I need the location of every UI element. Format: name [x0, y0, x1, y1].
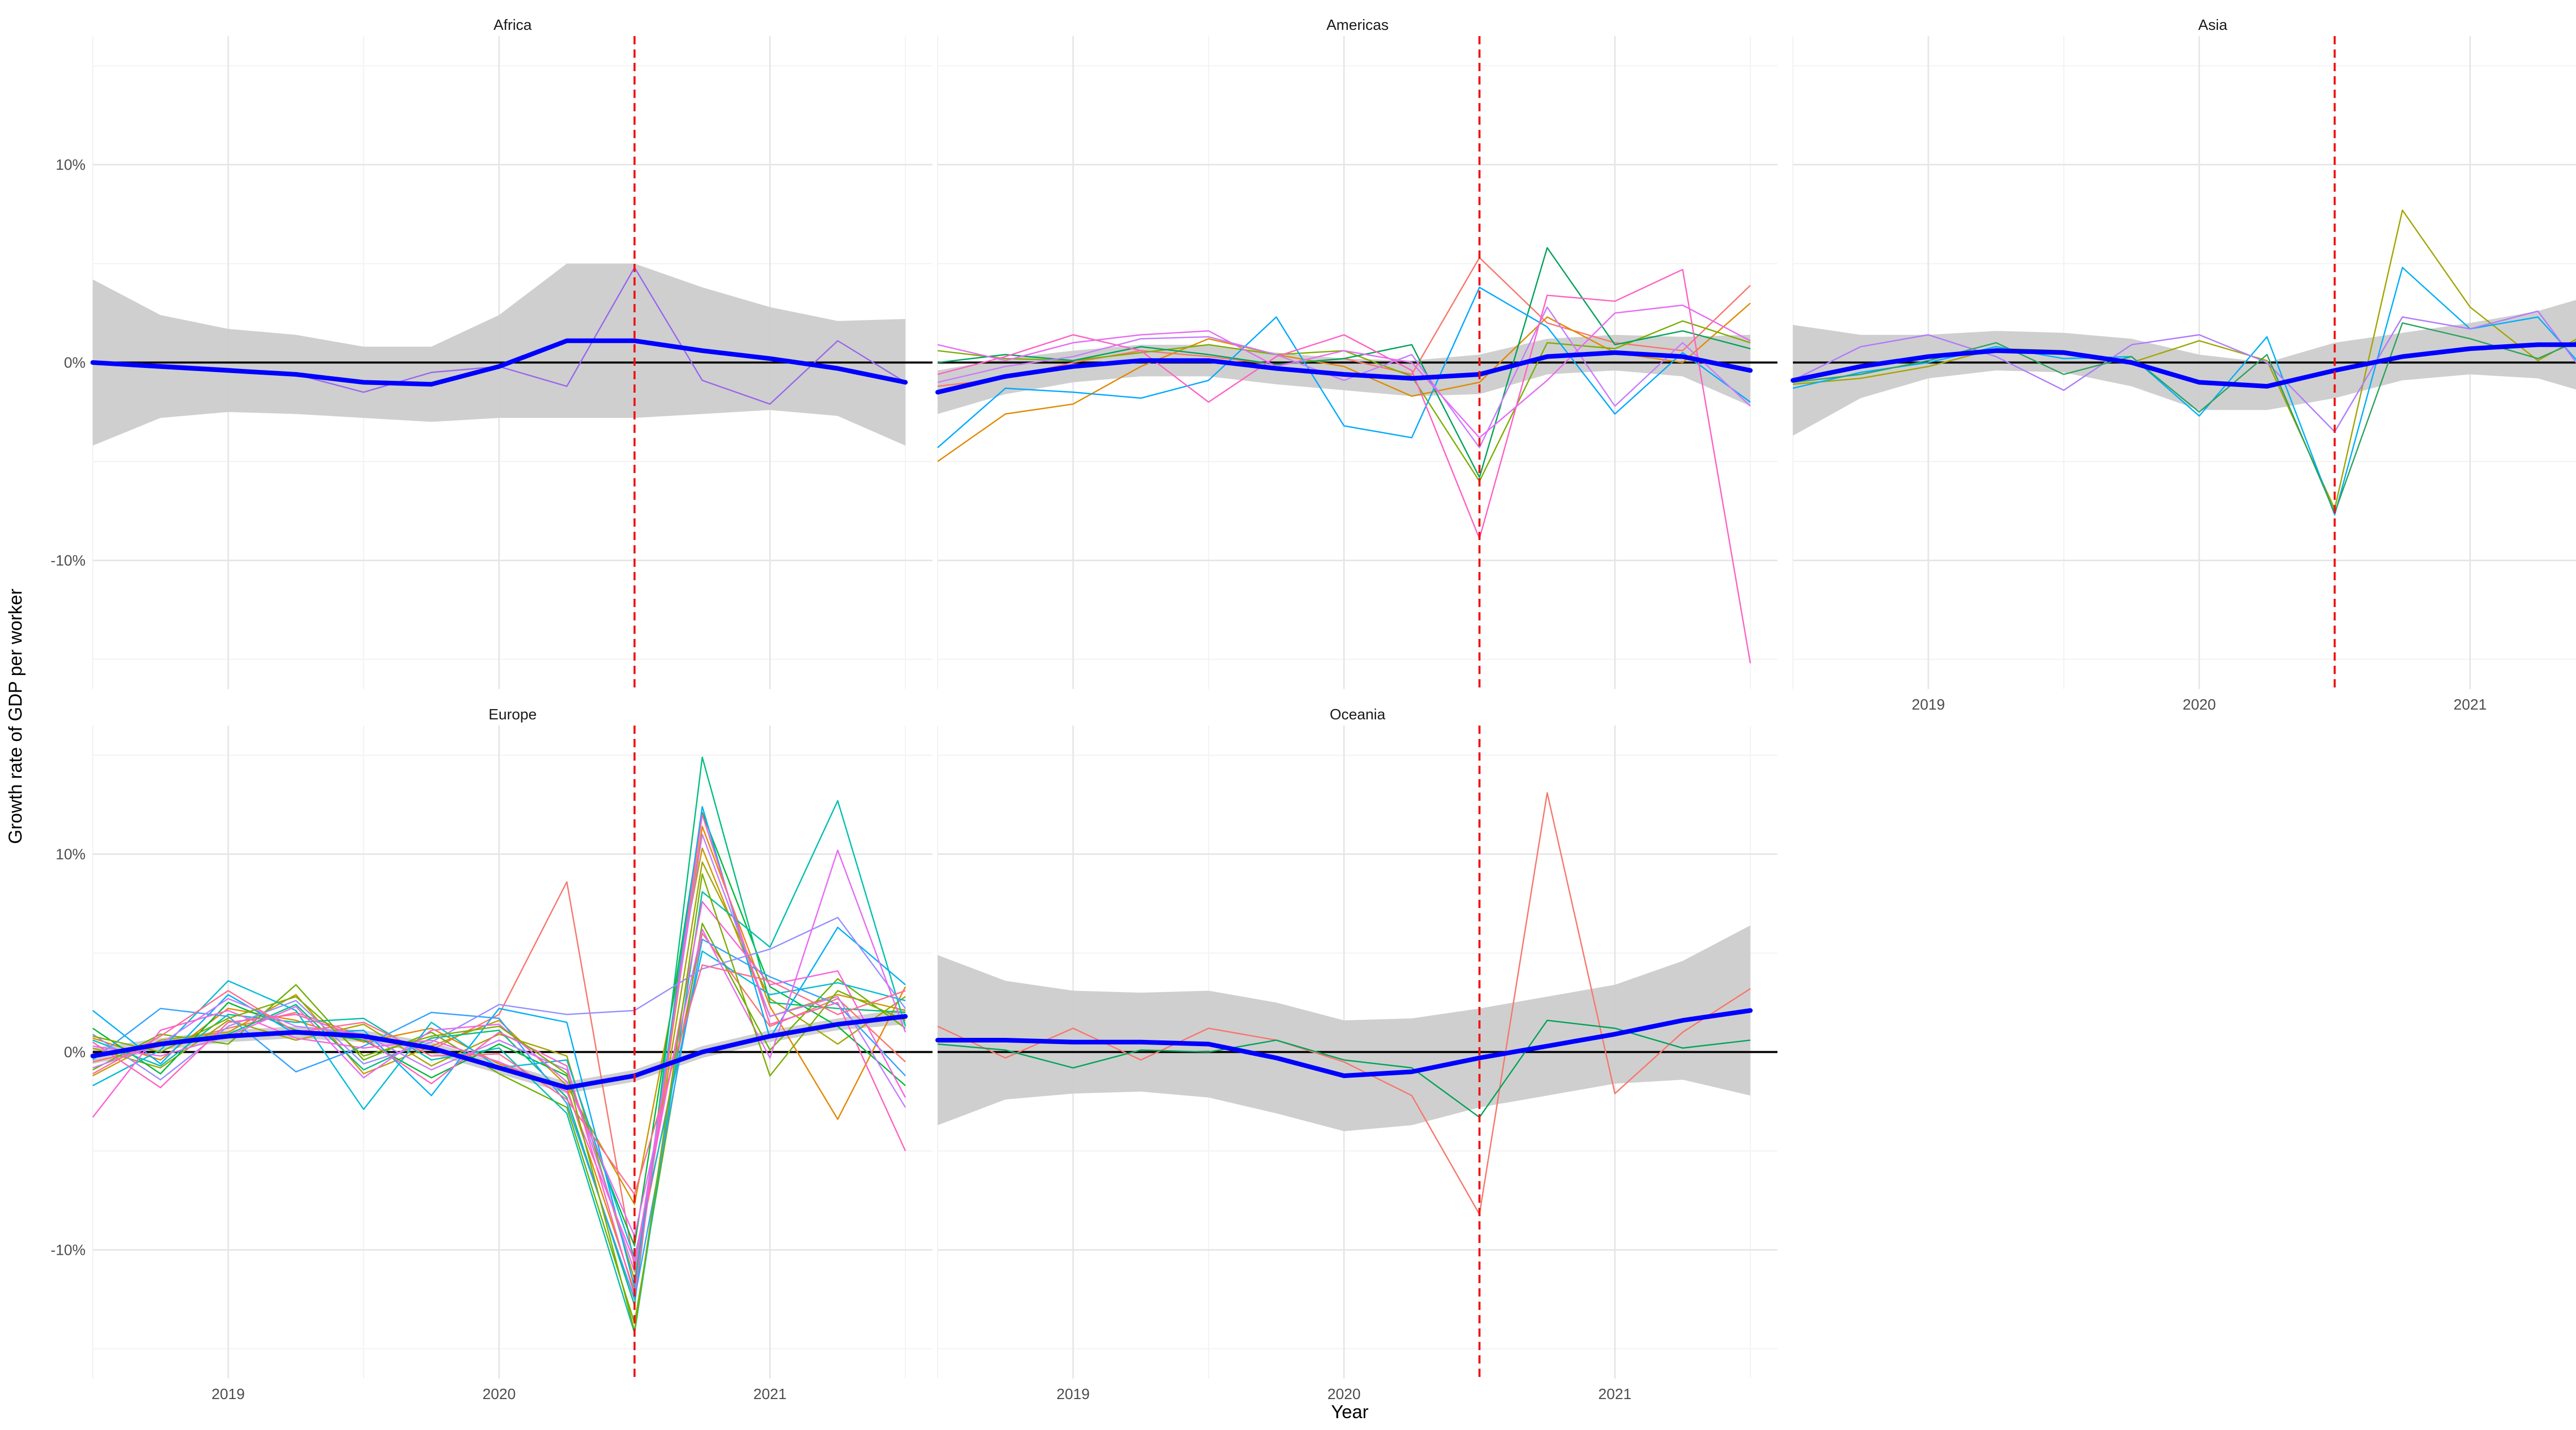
x-tick-label: 2021: [2453, 697, 2487, 713]
facet-title: Africa: [494, 17, 532, 33]
confidence-band: [938, 925, 1751, 1132]
series-line-11: [92, 938, 906, 1300]
series-line-8: [937, 304, 1751, 439]
facet-title: Europe: [488, 706, 537, 723]
y-tick-label: 10%: [56, 157, 86, 174]
smooth-trend-line: [1790, 342, 2576, 389]
series-line-4: [937, 247, 1751, 478]
x-tick-label: 2021: [1598, 1386, 1632, 1403]
panel-africa: Africa -10% 0% 10%: [50, 17, 933, 689]
series-line-4: [92, 861, 906, 1281]
facet-title: Asia: [2198, 17, 2228, 33]
series-line-7: [937, 268, 1751, 664]
series-line-2: [92, 826, 906, 1292]
y-tick-label: 0%: [64, 355, 86, 372]
confidence-band: [93, 263, 906, 446]
series-line-4: [1792, 322, 2576, 514]
series-line-5: [92, 922, 906, 1324]
series-line-1: [92, 881, 906, 1269]
panel-oceania: Oceania 2019 2020 2021: [935, 706, 1777, 1403]
panel-asia: Asia 2019 2020 2021: [1790, 17, 2576, 713]
smooth-trend-line: [935, 1008, 1753, 1079]
x-axis-title: Year: [1331, 1401, 1369, 1422]
series-line-1: [1792, 209, 2576, 510]
x-tick-label: 2019: [1057, 1386, 1090, 1403]
x-tick-label: 2019: [1912, 697, 1945, 713]
y-tick-label: 0%: [64, 1045, 86, 1061]
smooth-trend-line: [935, 350, 1753, 395]
series-line-6: [937, 306, 1751, 448]
x-tick-label: 2021: [753, 1386, 787, 1403]
y-tick-label: -10%: [50, 552, 86, 569]
series-line-12: [92, 917, 906, 1081]
x-tick-label: 2020: [1327, 1386, 1361, 1403]
smooth-trend-line: [90, 338, 908, 387]
x-tick-label: 2019: [212, 1386, 245, 1403]
y-axis-title: Growth rate of GDP per worker: [5, 588, 26, 844]
series-line-8: [92, 800, 906, 1334]
series-line-13: [92, 833, 906, 1272]
series-line-5: [937, 287, 1751, 448]
y-tick-label: -10%: [50, 1242, 86, 1258]
series-line-15: [92, 901, 906, 1263]
facet-title: Oceania: [1330, 706, 1386, 723]
series-line-16: [92, 814, 906, 1296]
series-line-3: [1792, 310, 2576, 433]
smooth-trend-line: [90, 1014, 908, 1090]
series-line-17: [92, 964, 906, 1196]
series-line-1: [937, 792, 1751, 1215]
series-line-6: [92, 812, 906, 1247]
confidence-band: [1793, 300, 2576, 436]
x-tick-label: 2020: [2182, 697, 2216, 713]
facet-title: Americas: [1327, 17, 1389, 33]
x-tick-label: 2020: [482, 1386, 516, 1403]
panel-americas: Americas: [935, 17, 1777, 689]
series-line-18: [92, 873, 906, 1332]
series-line-2: [937, 1019, 1751, 1118]
panel-europe: Europe -10% 0% 10% 2019 2020 2021: [50, 706, 933, 1403]
y-tick-label: 10%: [56, 847, 86, 863]
